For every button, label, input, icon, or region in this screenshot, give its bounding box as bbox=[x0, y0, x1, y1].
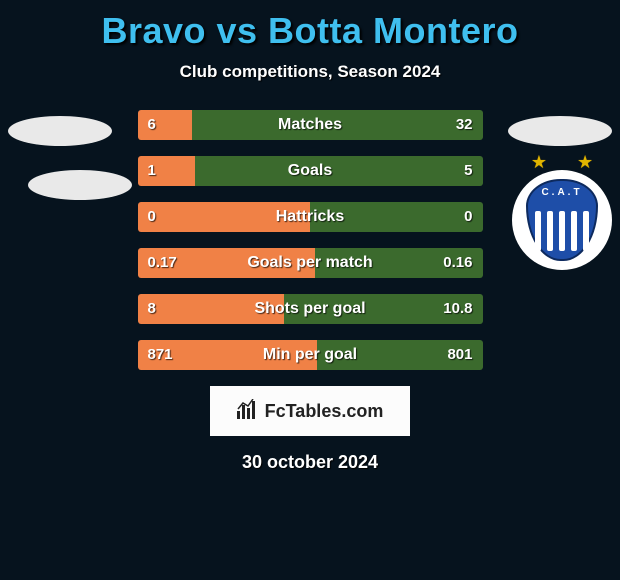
chart-bars-icon bbox=[237, 399, 259, 424]
shield-icon: C.A.T bbox=[526, 179, 598, 261]
comparison-date: 30 october 2024 bbox=[0, 452, 620, 473]
stat-label: Shots per goal bbox=[138, 294, 483, 324]
stat-label: Min per goal bbox=[138, 340, 483, 370]
stat-label: Goals bbox=[138, 156, 483, 186]
stat-row: 00Hattricks bbox=[138, 202, 483, 232]
comparison-title: Bravo vs Botta Montero bbox=[0, 0, 620, 52]
star-icon: ★ bbox=[577, 152, 593, 173]
stat-label: Hattricks bbox=[138, 202, 483, 232]
stat-row: 810.8Shots per goal bbox=[138, 294, 483, 324]
crest-placeholder-icon bbox=[508, 116, 612, 146]
right-player-crests: ★ ★ C.A.T bbox=[508, 116, 612, 270]
stat-row: 0.170.16Goals per match bbox=[138, 248, 483, 278]
stat-row: 871801Min per goal bbox=[138, 340, 483, 370]
crest-placeholder-icon bbox=[28, 170, 132, 200]
badge-text: C.A.T bbox=[541, 187, 582, 198]
club-badge-icon: ★ ★ C.A.T bbox=[512, 170, 612, 270]
stat-label: Matches bbox=[138, 110, 483, 140]
watermark: FcTables.com bbox=[210, 386, 410, 436]
star-icon: ★ bbox=[531, 152, 547, 173]
watermark-text: FcTables.com bbox=[265, 401, 384, 422]
stat-row: 15Goals bbox=[138, 156, 483, 186]
stat-label: Goals per match bbox=[138, 248, 483, 278]
left-player-crests bbox=[8, 116, 132, 224]
comparison-subtitle: Club competitions, Season 2024 bbox=[0, 62, 620, 82]
stat-row: 632Matches bbox=[138, 110, 483, 140]
crest-placeholder-icon bbox=[8, 116, 112, 146]
stats-bars: 632Matches 15Goals 00Hattricks 0.170.16Goal… bbox=[138, 110, 483, 370]
